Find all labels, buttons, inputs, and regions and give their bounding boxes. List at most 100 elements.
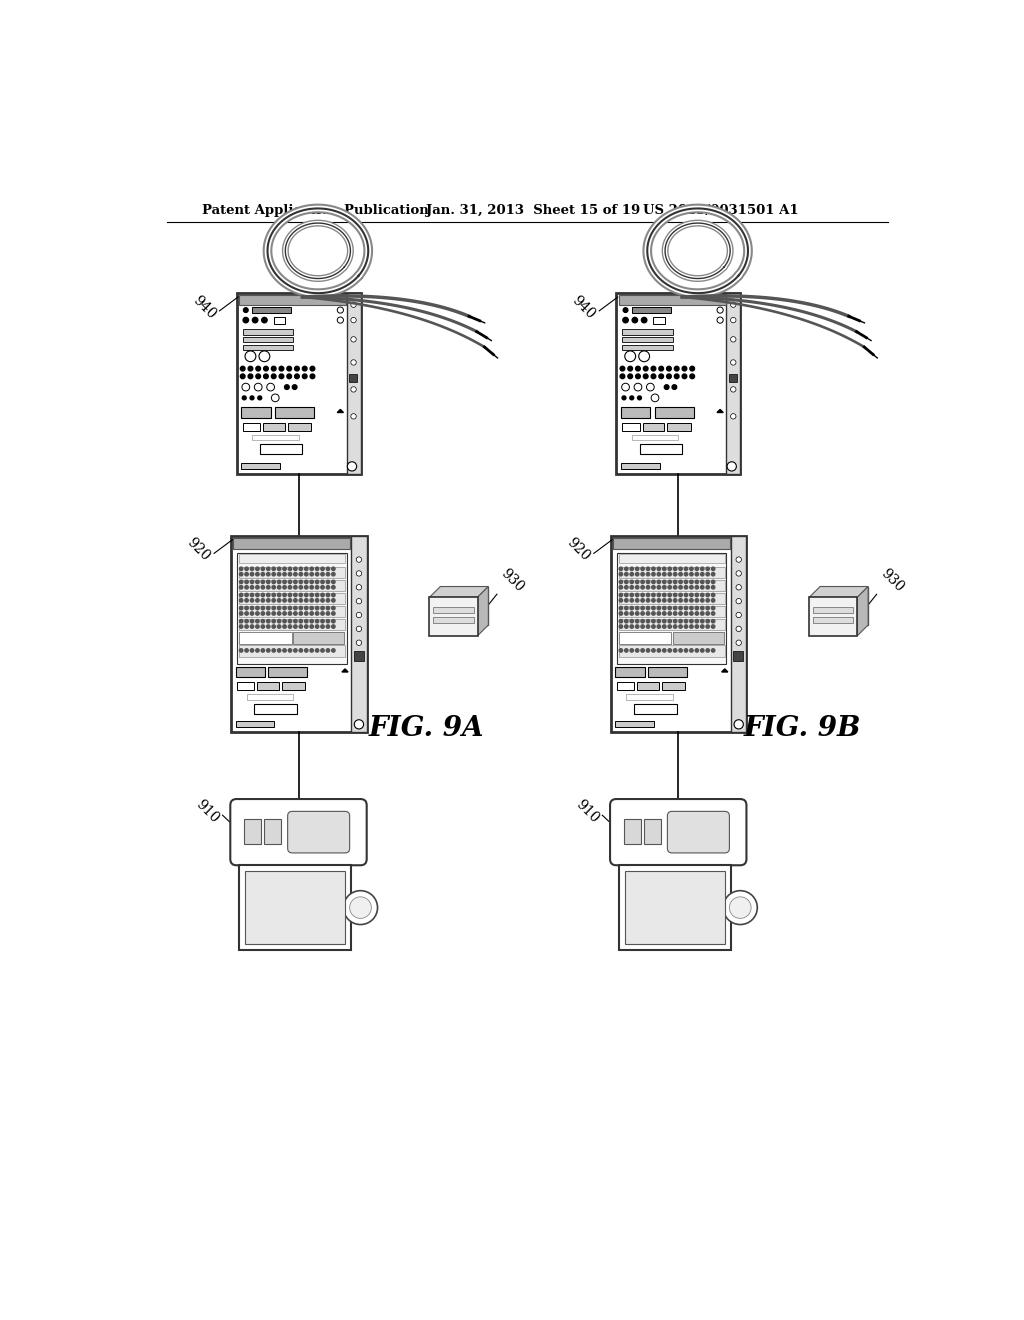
Circle shape <box>299 586 302 589</box>
Circle shape <box>706 581 710 583</box>
Circle shape <box>289 624 292 628</box>
Bar <box>618 593 725 605</box>
Circle shape <box>321 599 325 602</box>
Circle shape <box>643 367 648 371</box>
Circle shape <box>624 308 628 313</box>
Circle shape <box>736 626 741 631</box>
Bar <box>813 607 853 612</box>
Circle shape <box>651 586 655 589</box>
Circle shape <box>625 586 628 589</box>
Bar <box>618 554 725 564</box>
Circle shape <box>730 302 736 308</box>
Circle shape <box>663 581 666 583</box>
Circle shape <box>280 374 284 379</box>
Circle shape <box>240 624 243 628</box>
Bar <box>618 296 726 305</box>
Circle shape <box>240 573 243 576</box>
Circle shape <box>657 581 660 583</box>
Bar <box>239 619 345 631</box>
Circle shape <box>310 374 314 379</box>
Circle shape <box>294 593 297 597</box>
Bar <box>257 682 280 690</box>
Bar <box>643 422 665 430</box>
Circle shape <box>695 568 698 570</box>
Circle shape <box>256 599 259 602</box>
Circle shape <box>299 606 302 610</box>
Circle shape <box>278 624 281 628</box>
Circle shape <box>736 598 741 603</box>
Circle shape <box>294 568 297 570</box>
Circle shape <box>289 606 292 610</box>
Bar <box>632 308 671 313</box>
Circle shape <box>636 581 639 583</box>
Circle shape <box>245 573 248 576</box>
Circle shape <box>668 599 672 602</box>
Circle shape <box>315 568 318 570</box>
Circle shape <box>261 624 264 628</box>
Circle shape <box>730 360 736 366</box>
Circle shape <box>651 619 655 623</box>
Text: FIG. 9B: FIG. 9B <box>743 714 861 742</box>
Circle shape <box>636 593 639 597</box>
Circle shape <box>315 648 318 652</box>
Circle shape <box>736 557 741 562</box>
Circle shape <box>636 367 640 371</box>
Circle shape <box>636 619 639 623</box>
Circle shape <box>332 581 335 583</box>
Circle shape <box>256 573 259 576</box>
Circle shape <box>706 573 710 576</box>
Circle shape <box>620 573 623 576</box>
Circle shape <box>668 648 672 652</box>
Circle shape <box>310 599 313 602</box>
Circle shape <box>690 611 693 615</box>
Circle shape <box>245 648 248 652</box>
Circle shape <box>690 593 693 597</box>
Circle shape <box>620 593 623 597</box>
Circle shape <box>641 648 644 652</box>
Circle shape <box>668 606 672 610</box>
Bar <box>239 579 345 591</box>
Circle shape <box>304 648 308 652</box>
Circle shape <box>272 573 275 576</box>
Circle shape <box>636 568 639 570</box>
Circle shape <box>240 619 243 623</box>
Circle shape <box>668 619 672 623</box>
Circle shape <box>651 581 655 583</box>
Circle shape <box>625 611 628 615</box>
Circle shape <box>646 619 650 623</box>
Bar <box>237 293 360 474</box>
Circle shape <box>646 606 650 610</box>
Circle shape <box>684 611 688 615</box>
Circle shape <box>651 611 655 615</box>
Circle shape <box>261 606 264 610</box>
Circle shape <box>695 586 698 589</box>
Circle shape <box>630 396 634 400</box>
Circle shape <box>634 383 642 391</box>
Circle shape <box>283 593 287 597</box>
Circle shape <box>272 593 275 597</box>
Bar <box>239 296 346 305</box>
Circle shape <box>641 568 644 570</box>
Circle shape <box>299 648 302 652</box>
Circle shape <box>651 593 655 597</box>
Bar <box>615 721 654 727</box>
Circle shape <box>356 640 361 645</box>
Circle shape <box>695 581 698 583</box>
Bar <box>731 536 746 733</box>
Circle shape <box>278 611 281 615</box>
Circle shape <box>630 573 634 576</box>
Bar <box>733 651 743 661</box>
Circle shape <box>684 581 688 583</box>
Circle shape <box>646 648 650 652</box>
Circle shape <box>712 606 715 610</box>
Circle shape <box>674 581 677 583</box>
Circle shape <box>250 396 254 400</box>
Circle shape <box>641 606 644 610</box>
Circle shape <box>736 640 741 645</box>
Circle shape <box>657 568 660 570</box>
Circle shape <box>706 624 710 628</box>
Circle shape <box>636 374 640 379</box>
Circle shape <box>625 593 628 597</box>
Circle shape <box>256 586 259 589</box>
Circle shape <box>623 317 629 323</box>
